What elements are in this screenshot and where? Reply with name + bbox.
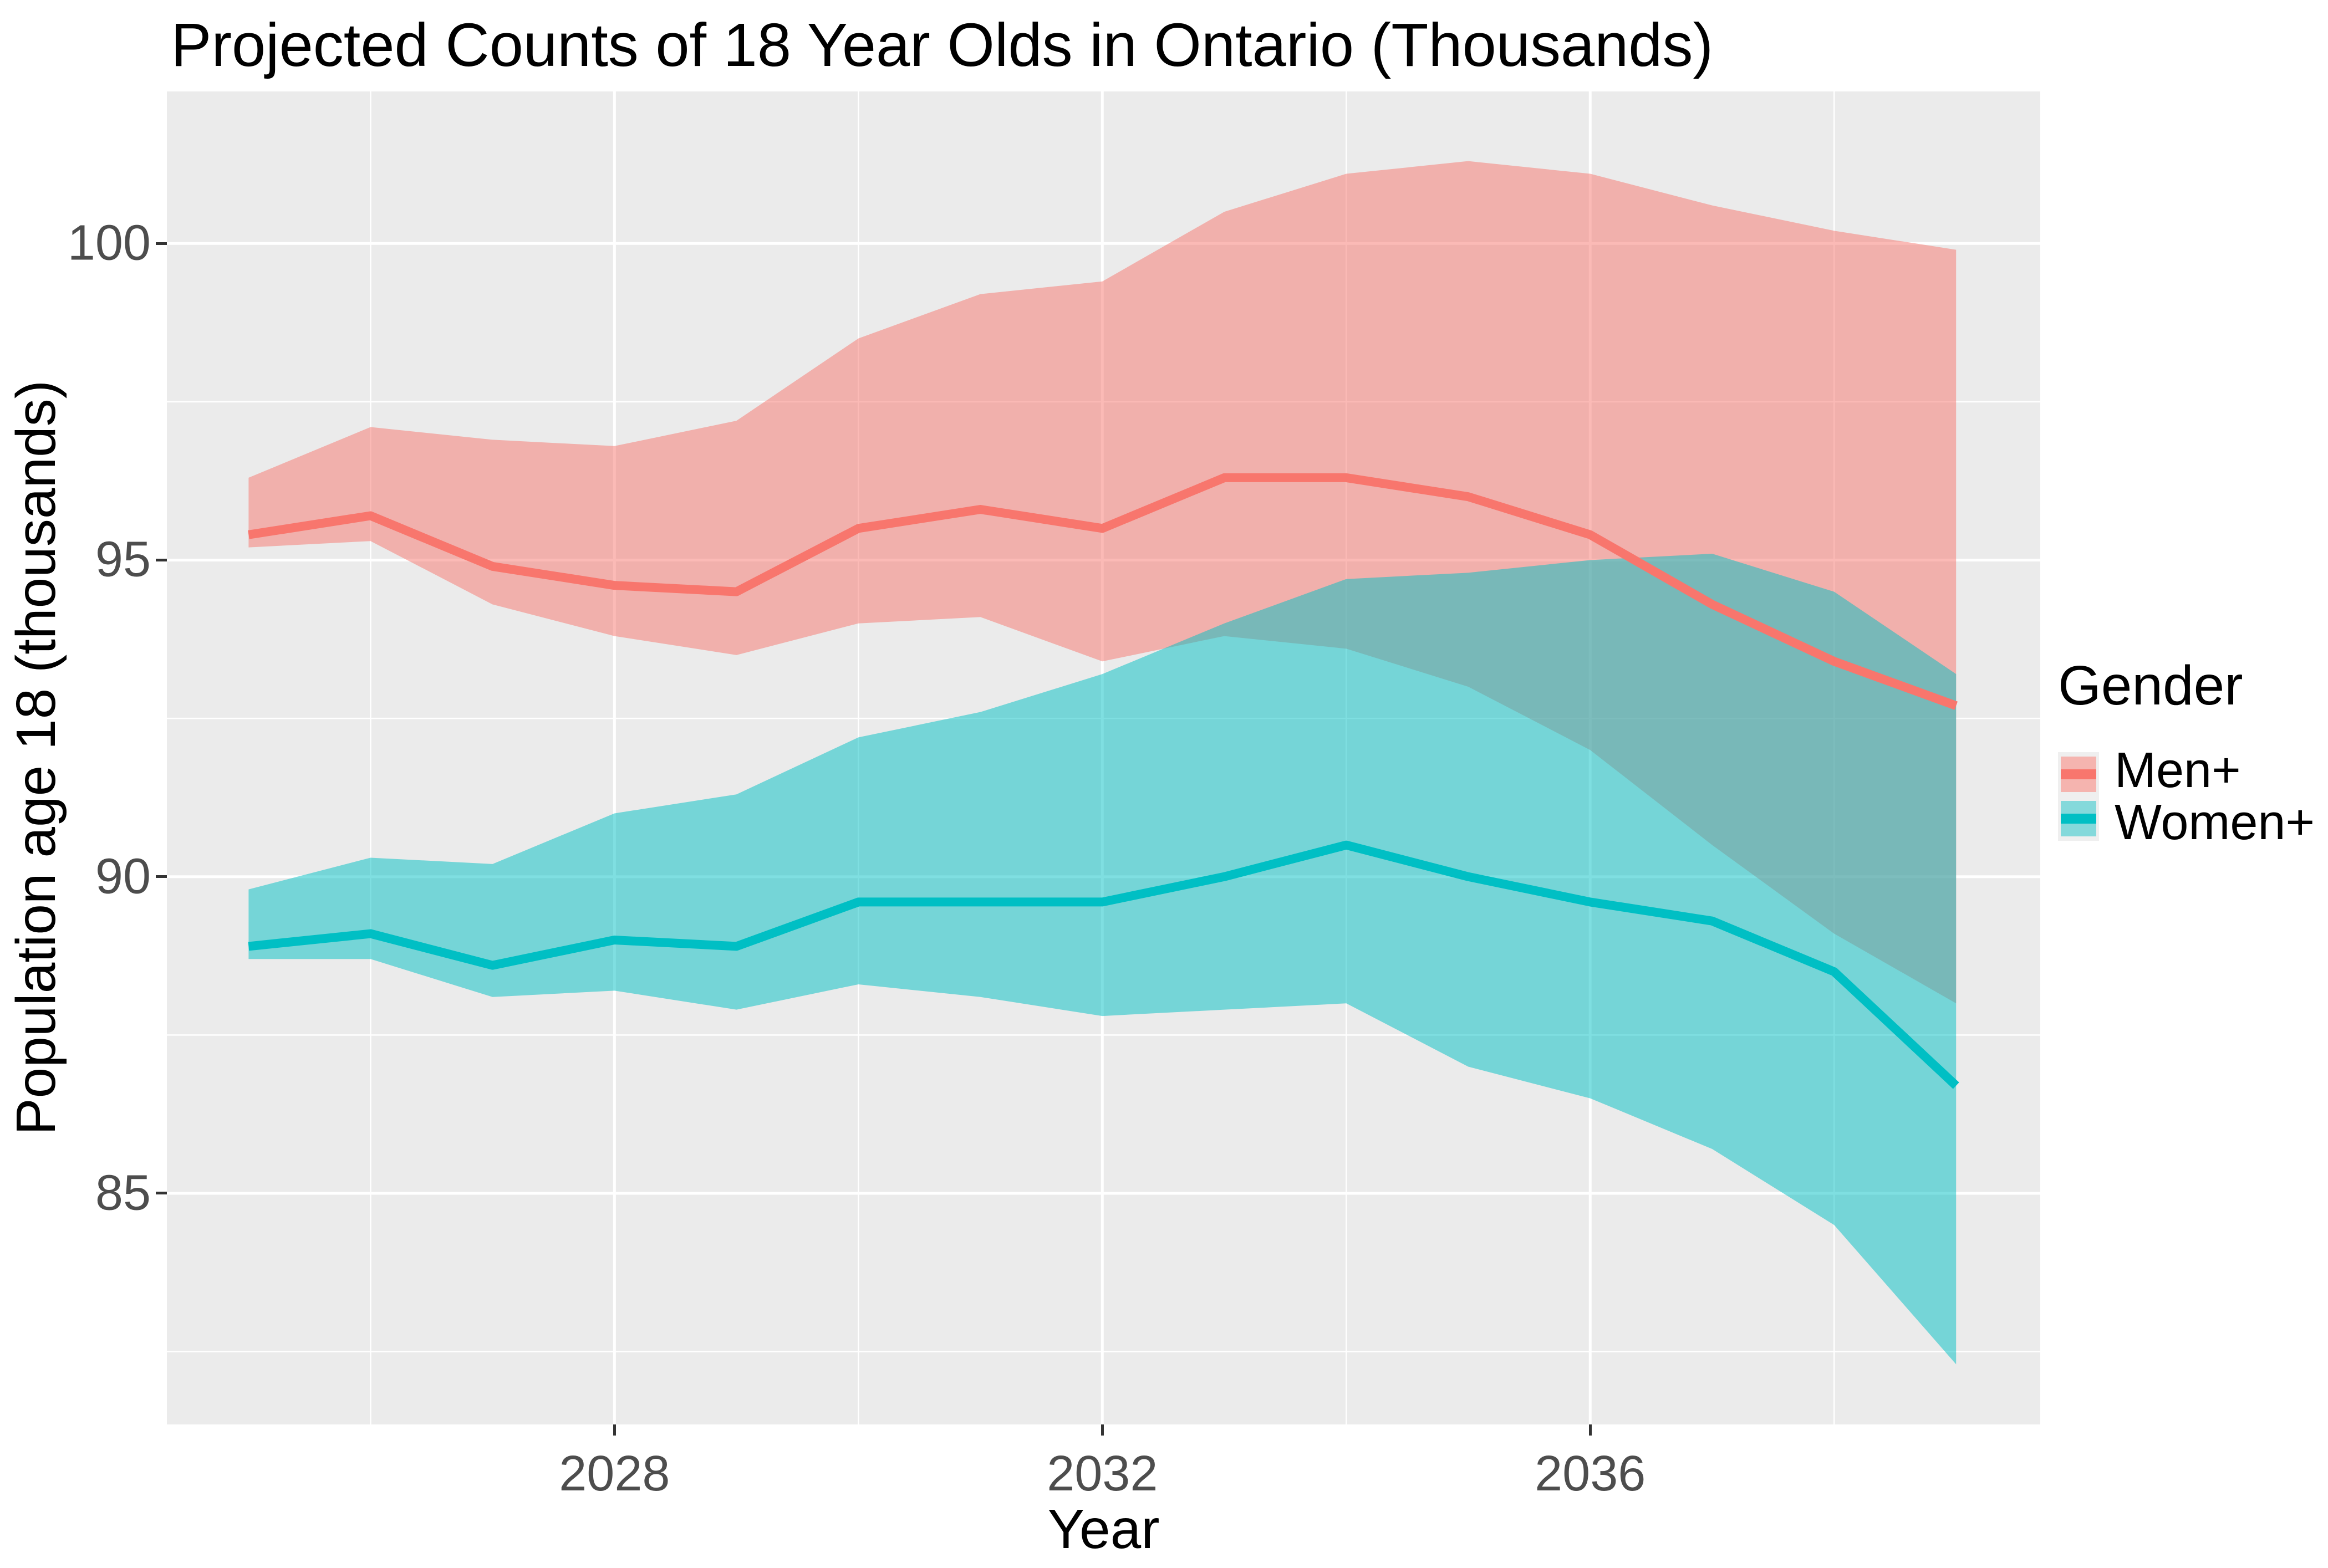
x-tick-mark: [1101, 1424, 1104, 1436]
ribbon-men: [248, 161, 1957, 1004]
plot-panel: [167, 91, 2040, 1424]
y-tick-mark: [156, 558, 167, 561]
y-tick-label: 85: [95, 1165, 151, 1221]
legend-label-men: Men+: [2115, 743, 2241, 798]
legend-key-women: [2061, 801, 2096, 836]
x-tick-label: 2036: [1535, 1446, 1646, 1501]
chart-title: Projected Counts of 18 Year Olds in Onta…: [171, 11, 1714, 79]
line-men: [248, 473, 1958, 710]
men-line-swatch: [2061, 769, 2096, 779]
x-tick-label: 2028: [559, 1446, 670, 1501]
legend-key-men: [2061, 757, 2096, 792]
line-women: [248, 840, 1959, 1089]
y-tick-label: 95: [95, 532, 151, 588]
x-tick-mark: [1588, 1424, 1592, 1436]
legend-title: Gender: [2058, 655, 2243, 717]
ribbon-women: [248, 554, 1957, 1365]
y-tick-label: 90: [95, 849, 151, 905]
y-axis-title: Population age 18 (thousands): [5, 380, 67, 1136]
x-axis-title: Year: [1047, 1498, 1160, 1560]
women-line-swatch: [2061, 814, 2096, 824]
legend: Gender Men+ Women+: [2058, 654, 2324, 850]
y-tick-mark: [156, 875, 167, 879]
x-tick-mark: [613, 1424, 616, 1436]
x-tick-label: 2032: [1047, 1446, 1158, 1501]
legend-label-women: Women+: [2115, 795, 2315, 850]
y-tick-mark: [156, 242, 167, 245]
legend-keys: [2058, 752, 2099, 841]
y-tick-label: 100: [67, 215, 151, 271]
plot-canvas: [167, 91, 2040, 1424]
y-tick-mark: [156, 1192, 167, 1195]
